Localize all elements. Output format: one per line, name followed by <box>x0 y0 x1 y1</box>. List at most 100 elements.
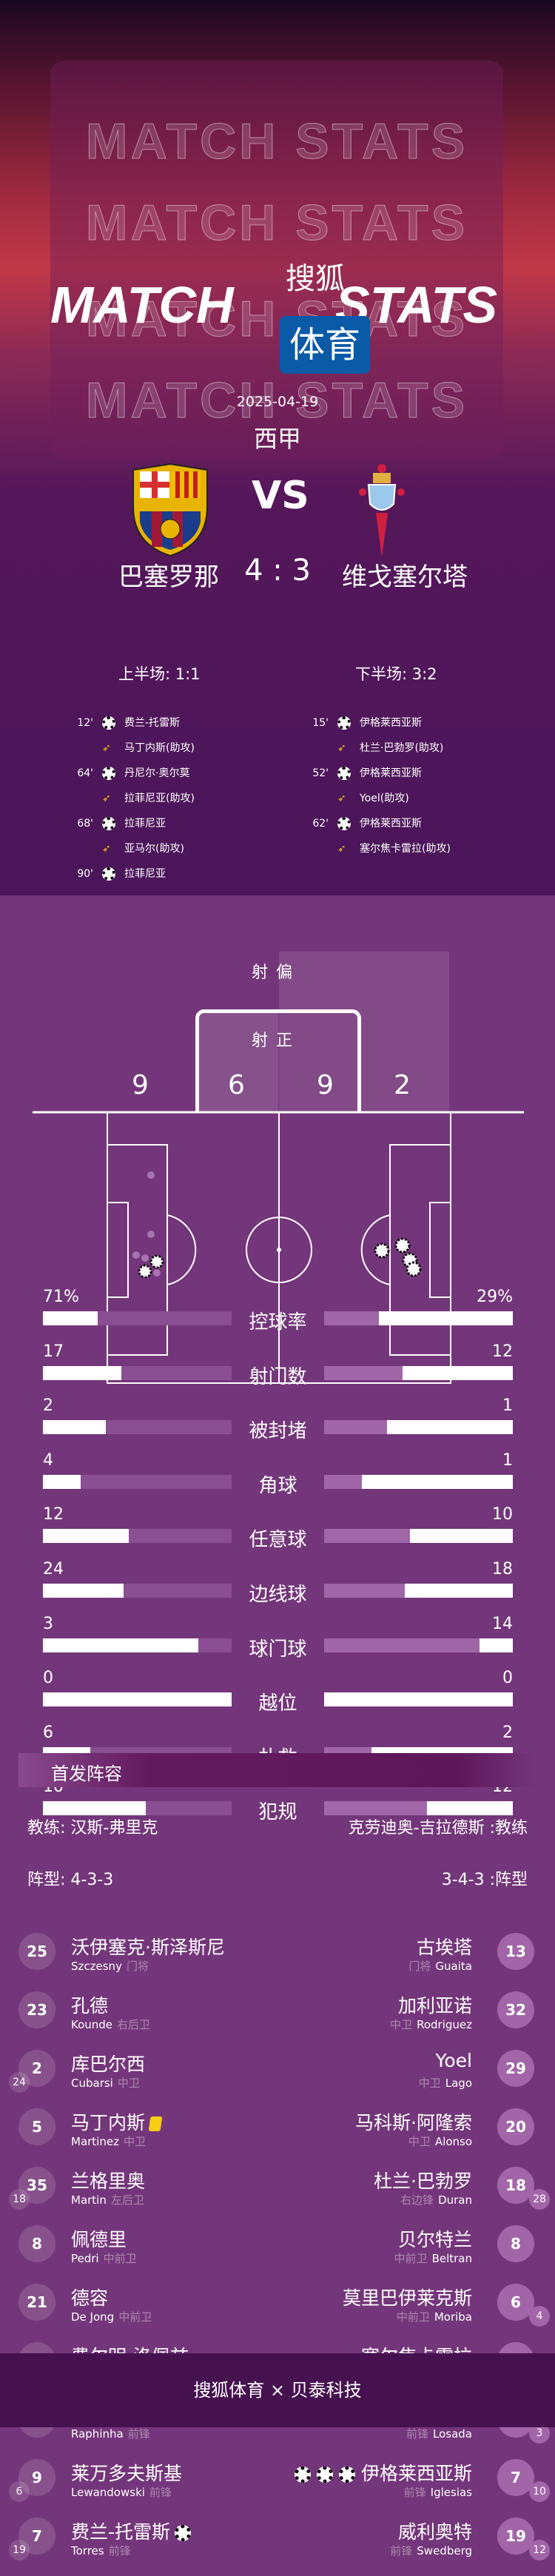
player-row: 32 加利亚诺 中卫 Rodriguez <box>0 1991 555 2050</box>
assist-boot-icon: ➶ <box>337 793 346 804</box>
player-english-name: De Jong <box>71 2310 115 2324</box>
home-stat-value: 3 <box>43 1614 53 1633</box>
stat-label: 犯规 <box>258 1801 297 1824</box>
assist-boot-icon: ➶ <box>337 843 346 855</box>
player-name-cn: 沃伊塞克·斯泽斯尼 <box>71 1933 225 1960</box>
player-number: 29 <box>497 2050 534 2087</box>
goal-event-row: 90' 拉菲尼亚 <box>67 861 195 887</box>
away-goal-events: 15' 伊格莱西亚斯 ➶ 杜兰·巴勃罗(助攻) 52' 伊格莱西亚斯 ➶ Yoel(助攻) 62… <box>302 710 451 861</box>
player-english-name: Losada <box>433 2427 472 2441</box>
lineup-header-bar: 首发阵容 <box>18 1753 536 1787</box>
goal-event-row: 15' 伊格莱西亚斯 <box>302 710 451 736</box>
player-position: 中前卫 <box>396 2310 430 2324</box>
player-number: 2 <box>18 2050 56 2087</box>
player-row: 18 28 杜兰·巴勃罗 右边锋 Duran <box>0 2167 555 2225</box>
home-stat-value: 12 <box>43 1505 64 1524</box>
away-stat-bar <box>324 1529 513 1544</box>
away-shots-off: 2 <box>394 1070 411 1100</box>
away-stat-fill <box>324 1529 410 1544</box>
home-stat-bar <box>43 1638 232 1652</box>
player-name: 伊格莱西亚斯 <box>360 2463 472 2484</box>
player-name-en: Pedri 中前卫 <box>71 2250 141 2266</box>
player-name: 库巴尔西 <box>71 2054 146 2075</box>
substitute-number: 12 <box>529 2540 550 2560</box>
league-name: 西甲 <box>253 425 301 453</box>
player-name: 马丁内斯 <box>71 2112 146 2133</box>
away-stat-fill <box>324 1474 362 1489</box>
banner-title-left: MATCH <box>50 276 234 334</box>
player-name-cn: 伊格莱西亚斯 <box>294 2459 472 2486</box>
player-number: 25 <box>18 1933 56 1970</box>
player-name-cn: 威利奥特 <box>398 2518 472 2544</box>
player-english-name: Cubarsi <box>71 2076 113 2090</box>
substitute-number: 10 <box>529 2481 550 2502</box>
home-stat-bar <box>43 1365 232 1380</box>
home-stat-fill <box>198 1638 232 1652</box>
player-name-cn: 加利亚诺 <box>398 1991 472 2018</box>
player-row: 2 24 库巴尔西 Cubarsi 中卫 <box>0 2050 555 2108</box>
player-name: 威利奥特 <box>397 2521 472 2543</box>
final-score: 4 : 3 <box>244 554 311 588</box>
stat-row-1: 17 12 射门数 <box>43 1342 513 1397</box>
away-stat-value: 18 <box>492 1560 513 1578</box>
event-minute: 12' <box>77 717 93 729</box>
event-minute: 68' <box>77 818 93 830</box>
away-stat-bar <box>324 1420 513 1435</box>
banner-ghost-text: MATCH STATS <box>85 291 468 348</box>
home-shot-markers <box>132 1171 164 1279</box>
goal-event-row: 68' 拉菲尼亚 <box>67 811 195 836</box>
goal-frame <box>195 1009 361 1113</box>
stat-row-3: 4 1 角球 <box>43 1451 513 1506</box>
player-name-en: 中卫 Alonso <box>404 2133 472 2149</box>
barcelona-crest-icon <box>132 463 208 557</box>
lineup-title: 首发阵容 <box>51 1763 122 1784</box>
away-stat-value: 10 <box>492 1505 513 1524</box>
stat-row-6: 3 14 球门球 <box>43 1615 513 1669</box>
goal-ball-icon <box>337 767 351 780</box>
player-row: 23 孔德 Kounde 右后卫 <box>0 1991 555 2050</box>
home-shots-off: 9 <box>132 1070 149 1100</box>
event-assist: 马丁内斯(助攻) <box>124 742 195 754</box>
sohu-sports-logo: 体育 <box>280 316 370 374</box>
player-english-name: Kounde <box>71 2018 113 2031</box>
player-number: 21 <box>18 2284 56 2321</box>
stat-row-4: 12 10 任意球 <box>43 1505 513 1560</box>
player-name-cn: 莫里巴伊莱克斯 <box>343 2284 472 2310</box>
player-position: 右后卫 <box>117 2018 151 2031</box>
home-stat-fill <box>128 1529 232 1544</box>
goal-ball-icon <box>102 716 115 730</box>
player-name: 佩德里 <box>71 2229 127 2250</box>
home-stat-bar <box>43 1311 232 1325</box>
substitute-number: 18 <box>9 2189 30 2210</box>
player-name-cn: 德容 <box>71 2284 108 2310</box>
assist-row: ➶ 塞尔焦卡雷拉(助攻) <box>302 836 451 861</box>
goal-ball-icon <box>102 767 115 780</box>
away-stat-fill <box>324 1638 480 1652</box>
player-number: 5 <box>18 2108 56 2145</box>
away-stat-fill <box>324 1365 403 1380</box>
player-number: 23 <box>18 1991 56 2028</box>
event-assist: 塞尔焦卡雷拉(助攻) <box>360 843 451 855</box>
player-name-cn: 古埃塔 <box>417 1933 472 1960</box>
player-english-name: Alonso <box>434 2135 472 2148</box>
stat-label: 越位 <box>258 1692 297 1715</box>
away-formation: 3-4-3 :阵型 <box>441 1871 528 1889</box>
player-position: 中卫 <box>123 2135 146 2148</box>
stat-row-2: 2 1 被封堵 <box>43 1396 513 1451</box>
player-row: 8 佩德里 Pedri 中前卫 <box>0 2225 555 2284</box>
home-goal-events: 12' 费兰-托雷斯 ➶ 马丁内斯(助攻) 64' 丹尼尔·奥尔莫 ➶ 拉菲尼亚(助攻) 68'… <box>67 710 195 887</box>
goal-event-row: 12' 费兰-托雷斯 <box>67 710 195 736</box>
player-english-name: Swedberg <box>417 2544 472 2557</box>
home-stat-bar <box>43 1801 232 1816</box>
player-name: 沃伊塞克·斯泽斯尼 <box>71 1937 225 1958</box>
goal-event-row: 52' 伊格莱西亚斯 <box>302 761 451 786</box>
home-shots-on: 6 <box>228 1070 245 1100</box>
player-name: 孔德 <box>71 1995 109 2017</box>
shots-off-target-area <box>279 952 449 1112</box>
assist-row: ➶ 拉菲尼亚(助攻) <box>67 786 195 811</box>
player-english-name: Rodriguez <box>417 2018 472 2031</box>
player-row: 29 Yoel 中卫 Lago <box>0 2050 555 2108</box>
event-minute: 64' <box>77 767 93 779</box>
player-name-cn: 佩德里 <box>71 2225 127 2252</box>
home-team-name: 巴塞罗那 <box>118 562 219 592</box>
